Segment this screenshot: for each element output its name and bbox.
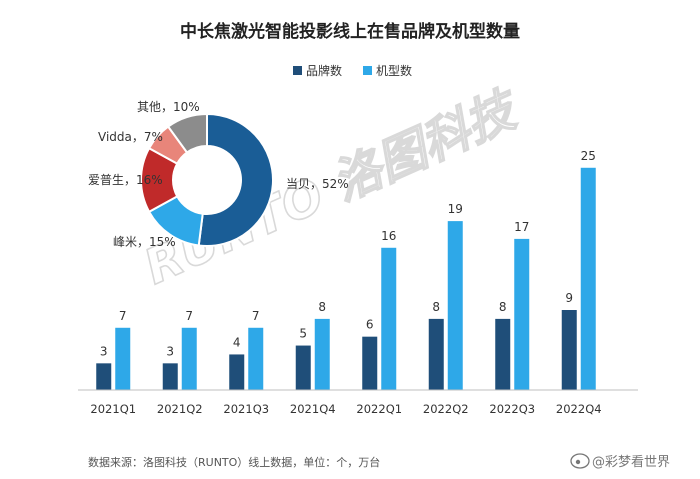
x-tick-label: 2022Q3: [489, 402, 535, 416]
source-note: 数据来源：洛图科技（RUNTO）线上数据，单位：个，万台: [88, 455, 380, 469]
x-tick-label: 2021Q2: [157, 402, 203, 416]
bar-brands: [495, 318, 511, 390]
x-tick-label: 2021Q3: [223, 402, 269, 416]
donut-chart: [140, 112, 274, 247]
legend: 品牌数 机型数: [293, 63, 412, 78]
bar-models: [248, 327, 264, 390]
bar-brands: [162, 363, 178, 390]
bar-value-label: 9: [565, 291, 573, 305]
bar-models: [514, 238, 530, 390]
legend-swatch-models: [363, 66, 372, 75]
bar-value-label: 25: [581, 149, 596, 163]
pie-label-epson: 爱普生，16%: [88, 173, 163, 187]
bar-value-label: 16: [381, 229, 396, 243]
bar-value-label: 3: [166, 344, 174, 358]
bar-brands: [428, 318, 444, 390]
weibo-handle: @彩梦看世界: [592, 454, 670, 470]
x-tick-label: 2021Q1: [90, 402, 136, 416]
bar-models: [580, 167, 596, 390]
legend-swatch-brands: [293, 66, 302, 75]
pie-labels: 当贝，52% 峰米，15% 爱普生，16% Vidda，7% 其他，10%: [88, 100, 349, 249]
bar-value-label: 3: [100, 344, 108, 358]
bar-value-label: 6: [366, 318, 374, 332]
x-tick-label: 2021Q4: [290, 402, 336, 416]
x-tick-label: 2022Q4: [556, 402, 602, 416]
x-tick-label: 2022Q2: [423, 402, 469, 416]
weibo-watermark: @彩梦看世界: [570, 453, 670, 470]
bar-plot: 372021Q1372021Q2472021Q3582021Q46162022Q…: [90, 149, 601, 416]
donut-slice-其他: [166, 112, 208, 154]
pie-label-fengmi: 峰米，15%: [113, 235, 176, 249]
x-tick-label: 2022Q1: [356, 402, 402, 416]
bar-brands: [229, 354, 245, 390]
bar-value-label: 17: [514, 220, 529, 234]
bar-brands: [362, 336, 378, 390]
bar-value-label: 8: [432, 300, 440, 314]
bar-brands: [96, 363, 112, 390]
bar-brands: [561, 310, 577, 390]
pie-label-dangbei: 当贝，52%: [286, 177, 349, 191]
pie-label-vidda: Vidda，7%: [98, 130, 163, 144]
pie-label-others: 其他，10%: [137, 100, 200, 114]
bar-models: [314, 318, 330, 390]
legend-label-brands: 品牌数: [306, 63, 342, 78]
weibo-icon: [570, 453, 590, 469]
bar-models: [381, 247, 397, 390]
bar-models: [447, 221, 463, 390]
bar-value-label: 8: [499, 300, 507, 314]
bar-brands: [295, 345, 311, 390]
bar-value-label: 4: [233, 335, 241, 349]
weibo-icon-eye: [575, 459, 581, 465]
chart-title: 中长焦激光智能投影线上在售品牌及机型数量: [180, 21, 520, 42]
bar-value-label: 7: [185, 309, 193, 323]
legend-label-models: 机型数: [376, 63, 412, 78]
bar-models: [115, 327, 131, 390]
bar-value-label: 7: [252, 309, 260, 323]
donut-slice-当贝: [197, 112, 274, 247]
bar-value-label: 19: [448, 202, 463, 216]
bar-value-label: 5: [299, 327, 307, 341]
bar-value-label: 7: [119, 309, 127, 323]
bar-models: [181, 327, 197, 390]
bar-value-label: 8: [318, 300, 326, 314]
